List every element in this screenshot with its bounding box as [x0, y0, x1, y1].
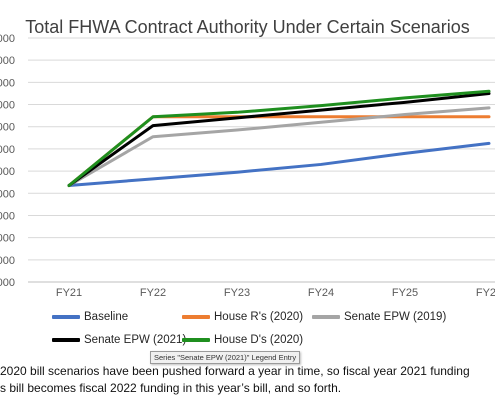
x-tick-label: FY23	[224, 287, 250, 299]
legend-label-senate-epw-2021: Senate EPW (2021)	[84, 334, 187, 346]
legend-item-house-d[interactable]: House D's (2020)	[182, 334, 303, 346]
legend-item-senate-epw-2021[interactable]: Senate EPW (2021)	[52, 334, 186, 346]
series-line-baseline	[67, 141, 491, 188]
x-tick-label: FY24	[308, 287, 334, 299]
chart-title: Total FHWA Contract Authority Under Cert…	[25, 17, 470, 37]
x-tick-label: FY25	[392, 287, 418, 299]
legend-entry-tooltip: Series "Senate EPW (2021)" Legend Entry	[150, 351, 301, 364]
legend-label-baseline: Baseline	[84, 311, 129, 323]
x-tick-label: FY22	[140, 287, 166, 299]
x-tick-label: FY21	[56, 287, 82, 299]
legend-item-house-r[interactable]: House R's (2020)	[182, 311, 303, 323]
legend-swatch-senate-epw-2019	[312, 315, 340, 319]
series-line-house-d-s-2020	[67, 89, 491, 188]
legend-swatch-senate-epw-2021	[52, 338, 80, 342]
footnote-line-2: s bill becomes fiscal 2022 funding in th…	[0, 381, 342, 395]
legend-item-senate-epw-2019[interactable]: Senate EPW (2019)	[312, 311, 446, 323]
x-tick-label: FY26	[476, 287, 495, 299]
legend-swatch-baseline	[52, 315, 80, 319]
footnote-line-1: 2020 bill scenarios have been pushed for…	[0, 364, 470, 378]
legend-label-senate-epw-2019: Senate EPW (2019)	[344, 311, 447, 323]
legend-label-house-r: House R's (2020)	[214, 311, 304, 323]
series-line-senate-epw-2021	[67, 91, 491, 188]
legend-swatch-house-d	[182, 338, 210, 342]
legend-label-house-d: House D's (2020)	[214, 334, 304, 346]
series-line-senate-epw-2019	[67, 106, 491, 188]
legend-item-baseline[interactable]: Baseline	[52, 311, 128, 323]
legend-swatch-house-r	[182, 315, 210, 319]
